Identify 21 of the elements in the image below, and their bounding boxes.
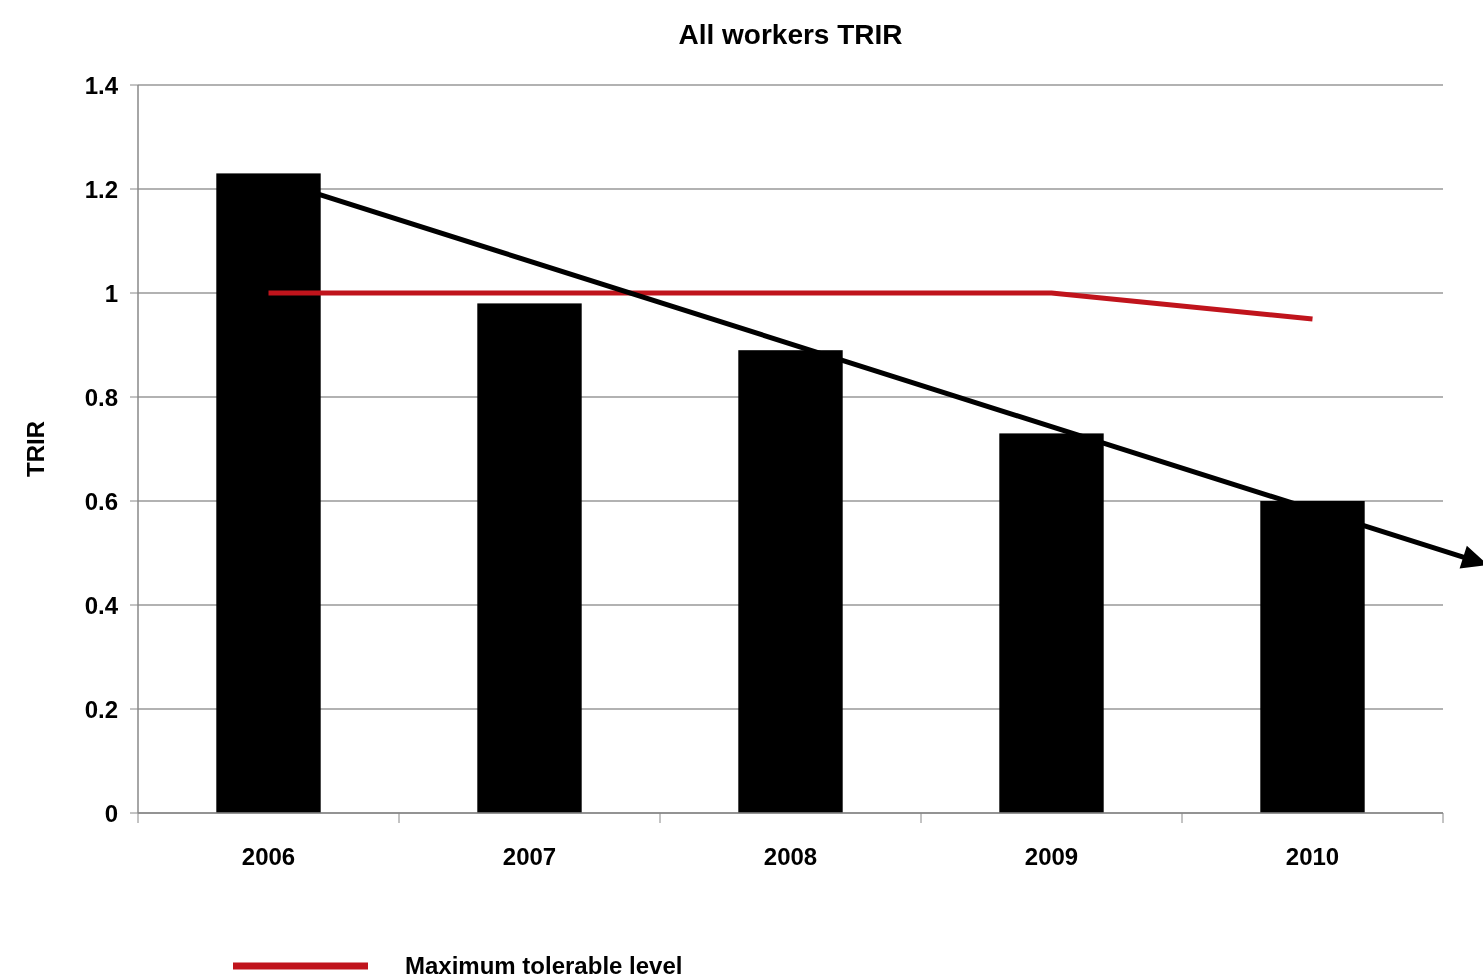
y-tick-label: 0 (104, 800, 118, 827)
x-tick-label: 2007 (502, 843, 557, 870)
x-tick-label: 2008 (763, 843, 818, 870)
text: Maximum tolerable level (405, 952, 683, 979)
x-tick-label: 2010 (1285, 843, 1340, 870)
bar (1260, 501, 1365, 813)
chart-title: All workers TRIR (678, 19, 903, 50)
y-tick-label: 1 (104, 280, 118, 307)
y-axis-title: TRIR (22, 421, 49, 477)
x-tick-label: 2009 (1024, 843, 1079, 870)
y-tick-label: 0.6 (84, 488, 118, 515)
y-tick-label: 0.8 (84, 384, 118, 411)
bar (477, 303, 582, 813)
y-tick-label: 1.2 (84, 176, 118, 203)
y-tick-label: 1.4 (84, 72, 119, 99)
bar (999, 433, 1104, 813)
bar (216, 173, 321, 813)
bar (738, 350, 843, 813)
y-tick-label: 0.2 (84, 696, 118, 723)
x-tick-label: 2006 (241, 843, 296, 870)
y-tick-label: 0.4 (84, 592, 119, 619)
